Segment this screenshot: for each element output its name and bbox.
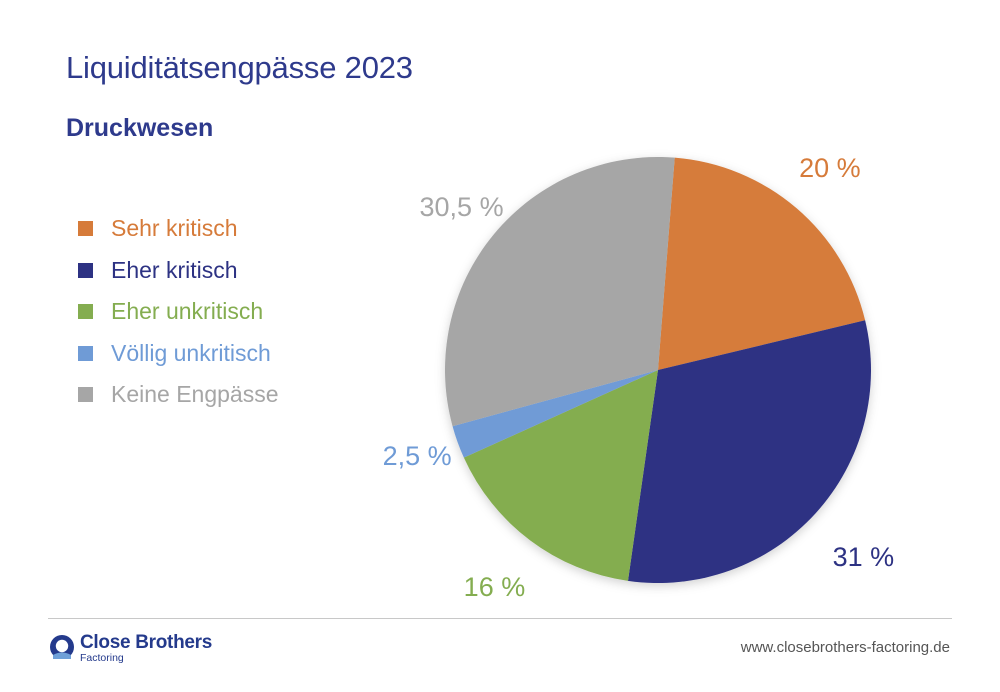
legend-swatch <box>78 262 93 278</box>
pie-slice-4 <box>445 157 675 427</box>
pct-label-voellig-unkritisch: 2,5 % <box>382 441 452 472</box>
pie-slice-2 <box>463 370 658 581</box>
legend-item-keine-engpaesse: Keine Engpässe <box>78 374 279 416</box>
legend-swatch <box>78 221 93 237</box>
legend-label: Völlig unkritisch <box>111 339 271 366</box>
legend-item-eher-kritisch: Eher kritisch <box>78 250 279 292</box>
legend-item-voellig-unkritisch: Völlig unkritisch <box>78 333 279 375</box>
page-title: Liquiditätsengpässe 2023 <box>66 50 413 85</box>
legend-swatch <box>78 304 93 320</box>
pct-label-eher-kritisch: 31 % <box>832 541 895 572</box>
pct-label-eher-unkritisch: 16 % <box>463 572 526 602</box>
company-logo: Close Brothers Factoring <box>48 632 212 664</box>
logo-name: Close Brothers <box>80 632 213 653</box>
close-brothers-logo-icon <box>50 635 74 659</box>
legend-swatch <box>78 387 93 403</box>
chart-subtitle: Druckwesen <box>66 114 214 142</box>
legend-label: Eher unkritisch <box>111 298 264 325</box>
legend-item-eher-unkritisch: Eher unkritisch <box>78 291 279 333</box>
pct-label-keine-engpaesse: 30,5 % <box>419 191 504 222</box>
logo-sub: Factoring <box>80 652 124 664</box>
logo-text: Close Brothers Factoring <box>80 632 212 664</box>
legend-label: Keine Engpässe <box>111 381 279 408</box>
legend: Sehr kritisch Eher kritisch Eher unkriti… <box>78 208 279 416</box>
legend-label: Eher kritisch <box>111 256 238 283</box>
legend-item-sehr-kritisch: Sehr kritisch <box>78 208 279 250</box>
footer-url: www.closebrothers-factoring.de <box>740 639 950 656</box>
pie-slice-0 <box>658 157 866 370</box>
footer-divider <box>48 618 952 619</box>
legend-label: Sehr kritisch <box>111 215 238 242</box>
legend-swatch <box>78 345 93 361</box>
pie-slice-3 <box>452 370 658 458</box>
pie-slice-1 <box>627 320 871 584</box>
pct-label-sehr-kritisch: 20 % <box>799 152 861 183</box>
